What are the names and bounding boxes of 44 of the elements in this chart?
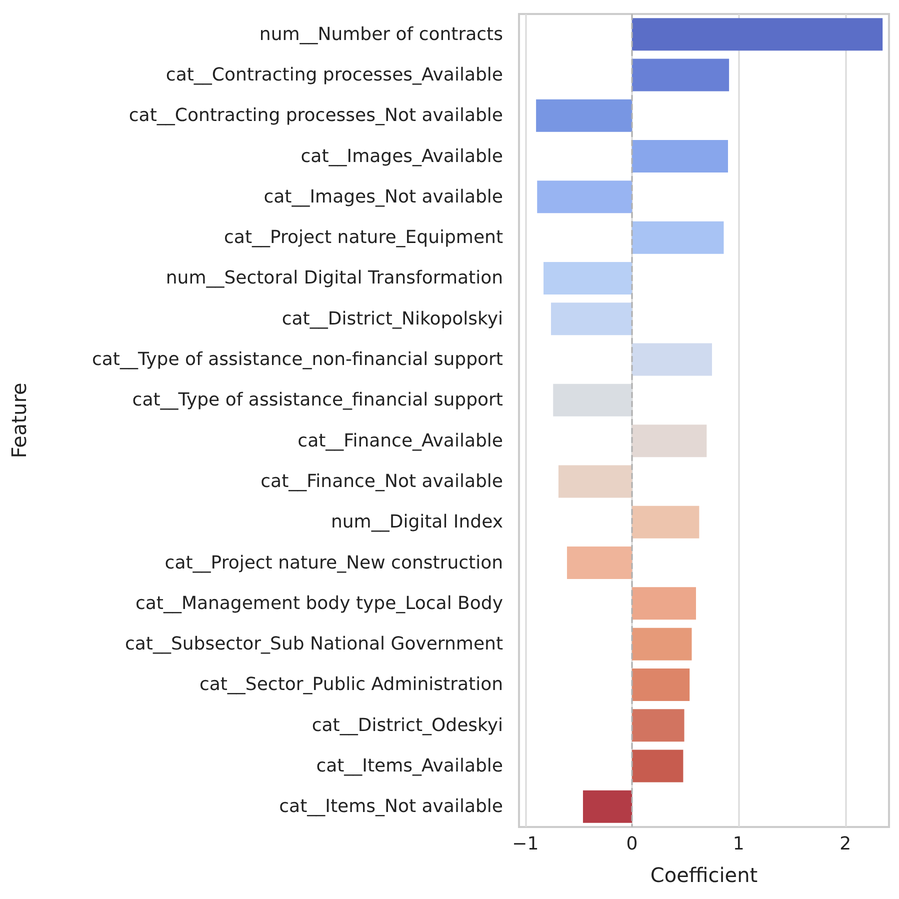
bar xyxy=(632,587,696,620)
y-tick-label: cat__Contracting processes_Available xyxy=(166,64,503,86)
bar xyxy=(632,140,728,173)
bar xyxy=(632,750,684,782)
x-tick-label: 2 xyxy=(840,834,852,854)
bar xyxy=(632,628,692,660)
x-tick-label: −1 xyxy=(512,834,539,854)
bar xyxy=(544,262,632,294)
bar xyxy=(558,465,632,498)
x-tick-label: 0 xyxy=(626,834,638,854)
y-axis-title: Feature xyxy=(7,382,31,458)
y-tick-label: cat__Images_Not available xyxy=(264,186,503,208)
y-tick-label: cat__Project nature_New construction xyxy=(164,552,503,574)
bar xyxy=(566,546,632,580)
y-tick-label: cat__Sector_Public Administration xyxy=(199,674,503,696)
y-tick-label: cat__Management body type_Local Body xyxy=(135,592,504,614)
y-tick-label: num__Number of contracts xyxy=(259,24,503,45)
y-tick-label: cat__Subsector_Sub National Government xyxy=(124,634,503,655)
y-tick-label: cat__Type of assistance_financial support xyxy=(132,390,503,411)
y-tick-label: cat__Items_Available xyxy=(316,756,503,777)
y-tick-label: cat__Finance_Available xyxy=(298,430,503,452)
y-tick-label: cat__Type of assistance_non-financial support xyxy=(92,349,503,370)
y-tick-label: cat__Contracting processes_Not available xyxy=(128,105,503,126)
y-tick-label: num__Sectoral Digital Transformation xyxy=(166,268,503,289)
bar xyxy=(632,668,690,701)
x-axis-title: Coefficient xyxy=(650,863,758,887)
bar xyxy=(632,58,730,92)
bar xyxy=(550,302,632,336)
y-tick-label: cat__Project nature_Equipment xyxy=(224,227,503,248)
y-tick-label: cat__Finance_Not available xyxy=(260,470,503,492)
bar xyxy=(632,709,684,742)
bar xyxy=(632,18,883,51)
bar xyxy=(582,790,632,823)
bar xyxy=(632,343,712,376)
y-tick-label: cat__Images_Available xyxy=(300,146,503,167)
y-tick-label: cat__Items_Not available xyxy=(279,796,503,818)
bar xyxy=(536,99,632,132)
bar xyxy=(537,180,632,214)
y-tick-label: cat__District_Nikopolskyi xyxy=(282,308,503,330)
y-tick-label: cat__District_Odeskyi xyxy=(312,714,503,736)
bar xyxy=(632,506,700,538)
bar xyxy=(632,221,724,254)
x-tick-label: 1 xyxy=(732,834,744,854)
y-tick-label: num__Digital Index xyxy=(330,512,504,533)
